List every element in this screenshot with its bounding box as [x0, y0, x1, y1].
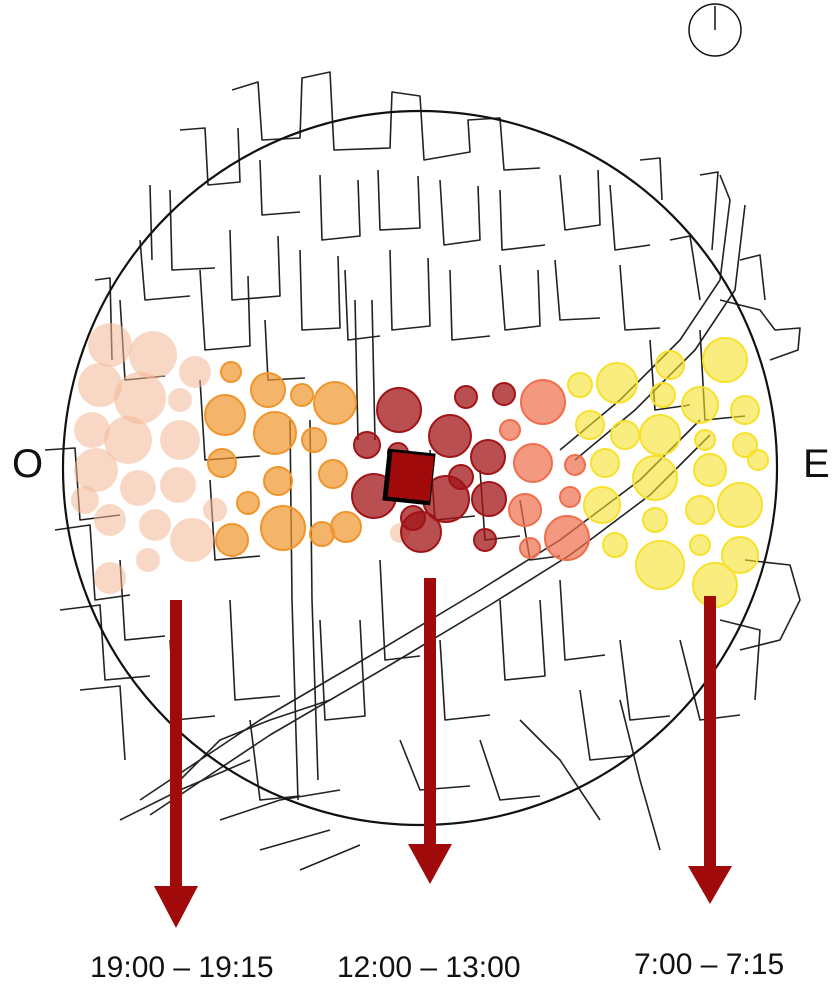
study-area-circle: [61, 109, 779, 827]
central-building-icon: [382, 448, 436, 506]
north-indicator-icon: [688, 3, 742, 57]
evening-time-label: 19:00 – 19:15: [90, 951, 274, 984]
morning-sun-zone: [567, 337, 769, 608]
morning-time-arrow: [688, 596, 732, 904]
evening-shadow-zone: [71, 323, 410, 594]
noon-shadow-zone: [351, 382, 516, 553]
evening-time-arrow: [154, 600, 198, 928]
west-label: O: [12, 442, 44, 486]
east-label: E: [803, 442, 830, 486]
late-morning-zone: [499, 379, 590, 561]
noon-time-arrow: [408, 578, 452, 884]
morning-time-label: 7:00 – 7:15: [634, 948, 785, 981]
noon-time-label: 12:00 – 13:00: [337, 951, 521, 984]
evening-sun-zone: [204, 361, 362, 557]
